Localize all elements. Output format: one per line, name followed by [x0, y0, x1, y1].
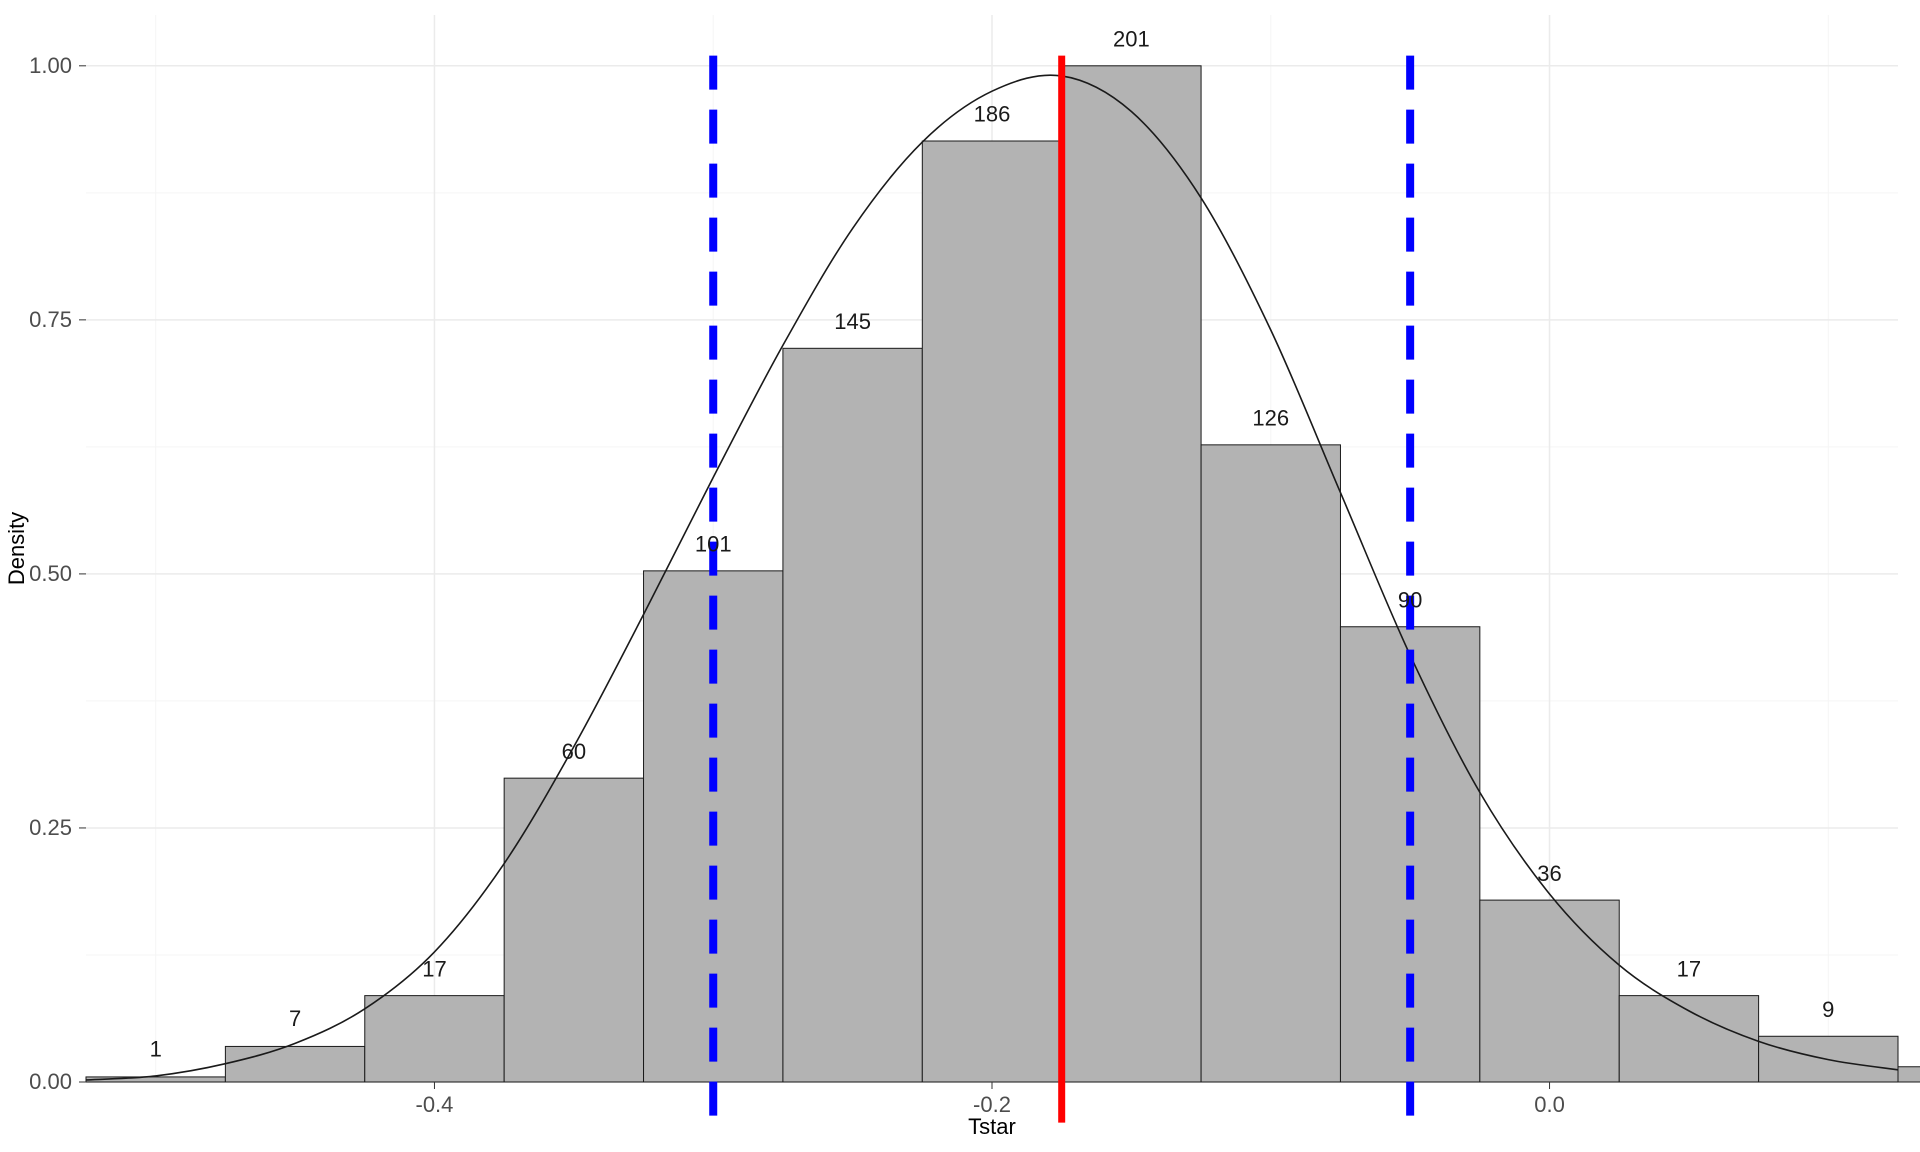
bar-count-label: 201: [1113, 27, 1150, 52]
bar-count-label: 1: [150, 1037, 162, 1062]
bar-count-label: 60: [562, 739, 586, 764]
bar-count-label: 186: [974, 102, 1011, 127]
y-axis-label: Density: [4, 512, 29, 585]
density-histogram-chart: 171760101145186201126903617931-0.4-0.20.…: [0, 0, 1920, 1152]
bar-count-label: 145: [834, 309, 871, 334]
histogram-bar: [504, 778, 643, 1082]
bar-count-label: 126: [1252, 406, 1289, 431]
y-tick-label: 1.00: [29, 53, 72, 78]
histogram-bar: [1201, 445, 1340, 1082]
histogram-bar: [1898, 1067, 1920, 1082]
bar-count-label: 9: [1822, 997, 1834, 1022]
bar-count-label: 36: [1537, 861, 1561, 886]
histogram-bar: [783, 348, 922, 1082]
bar-count-label: 7: [289, 1006, 301, 1031]
histogram-bar: [1340, 627, 1479, 1082]
x-axis-label: Tstar: [968, 1114, 1016, 1139]
y-tick-label: 0.75: [29, 307, 72, 332]
y-tick-label: 0.00: [29, 1069, 72, 1094]
histogram-bar: [225, 1046, 364, 1082]
x-tick-label: -0.4: [416, 1092, 454, 1117]
bar-count-label: 17: [422, 956, 446, 981]
bar-count-label: 101: [695, 532, 732, 557]
histogram-bar: [1480, 900, 1619, 1082]
histogram-bar: [365, 996, 504, 1082]
histogram-bar: [1062, 66, 1201, 1082]
histogram-bar: [922, 141, 1061, 1082]
chart-svg: 171760101145186201126903617931-0.4-0.20.…: [0, 0, 1920, 1152]
y-tick-label: 0.25: [29, 815, 72, 840]
bar-count-label: 90: [1398, 587, 1422, 612]
bar-count-label: 17: [1677, 956, 1701, 981]
x-tick-label: 0.0: [1534, 1092, 1565, 1117]
y-tick-label: 0.50: [29, 561, 72, 586]
histogram-bar: [1619, 996, 1758, 1082]
